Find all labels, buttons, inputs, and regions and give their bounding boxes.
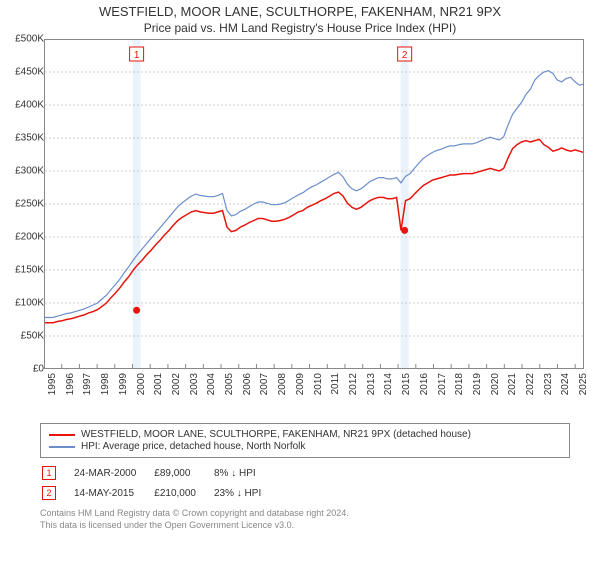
y-tick-label: £100K [4, 298, 44, 309]
y-tick-label: £50K [4, 331, 44, 342]
x-tick-label: 2005 [224, 373, 235, 395]
svg-text:2: 2 [402, 50, 408, 61]
y-tick-label: £0 [4, 364, 44, 375]
x-tick-label: 2016 [419, 373, 430, 395]
x-tick-label: 1998 [100, 373, 111, 395]
x-tick-label: 2002 [171, 373, 182, 395]
marker-table: 1 24-MAR-2000£89,0008% ↓ HPI 2 14-MAY-2015£… [40, 462, 279, 504]
x-tick-label: 2024 [560, 373, 571, 395]
x-tick-label: 2007 [259, 373, 270, 395]
marker-badge: 1 [42, 466, 56, 480]
legend-row: HPI: Average price, detached house, Nort… [49, 441, 561, 452]
x-tick-label: 2021 [507, 373, 518, 395]
x-tick-label: 1996 [65, 373, 76, 395]
footer: Contains HM Land Registry data © Crown c… [40, 508, 570, 531]
x-tick-label: 2025 [578, 373, 589, 395]
marker-row: 1 24-MAR-2000£89,0008% ↓ HPI [42, 464, 277, 482]
price-chart: £0 £50K £100K £150K £200K £250K £300K £350K £400… [0, 39, 600, 417]
y-tick-label: £350K [4, 133, 44, 144]
legend-swatch [49, 446, 75, 448]
y-tick-label: £250K [4, 199, 44, 210]
x-tick-label: 2010 [313, 373, 324, 395]
x-tick-label: 2015 [401, 373, 412, 395]
footer-line: This data is licensed under the Open Gov… [40, 520, 570, 532]
legend: WESTFIELD, MOOR LANE, SCULTHORPE, FAKENH… [40, 423, 570, 458]
x-tick-label: 2009 [295, 373, 306, 395]
legend-label: HPI: Average price, detached house, Nort… [81, 441, 305, 452]
x-tick-label: 2006 [242, 373, 253, 395]
marker-date: 24-MAR-2000 [74, 464, 152, 482]
x-tick-label: 2018 [454, 373, 465, 395]
x-tick-label: 2022 [525, 373, 536, 395]
x-tick-label: 2004 [206, 373, 217, 395]
plot-area: 12 [44, 39, 584, 369]
x-tick-label: 2017 [437, 373, 448, 395]
x-tick-label: 1999 [118, 373, 129, 395]
legend-row: WESTFIELD, MOOR LANE, SCULTHORPE, FAKENH… [49, 429, 561, 440]
x-tick-label: 2008 [277, 373, 288, 395]
marker-price: £210,000 [154, 484, 212, 502]
legend-swatch [49, 434, 75, 436]
x-tick-label: 2012 [348, 373, 359, 395]
x-tick-label: 2020 [490, 373, 501, 395]
y-tick-label: £300K [4, 166, 44, 177]
x-tick-label: 2013 [366, 373, 377, 395]
svg-text:1: 1 [134, 50, 140, 61]
x-tick-label: 1997 [82, 373, 93, 395]
marker-badge: 2 [42, 486, 56, 500]
page-subtitle: Price paid vs. HM Land Registry's House … [0, 21, 600, 35]
footer-line: Contains HM Land Registry data © Crown c… [40, 508, 570, 520]
y-tick-label: £200K [4, 232, 44, 243]
x-axis: 1995 1996 1997 1998 1999 2000 2001 2002 2003 2004… [44, 373, 584, 417]
x-tick-label: 2001 [153, 373, 164, 395]
page-title: WESTFIELD, MOOR LANE, SCULTHORPE, FAKENH… [0, 4, 600, 19]
legend-label: WESTFIELD, MOOR LANE, SCULTHORPE, FAKENH… [81, 429, 471, 440]
marker-date: 14-MAY-2015 [74, 484, 152, 502]
x-tick-label: 2000 [136, 373, 147, 395]
x-tick-label: 2003 [189, 373, 200, 395]
marker-price: £89,000 [154, 464, 212, 482]
x-tick-label: 2014 [383, 373, 394, 395]
y-tick-label: £400K [4, 100, 44, 111]
x-tick-label: 2019 [472, 373, 483, 395]
y-tick-label: £150K [4, 265, 44, 276]
marker-delta: 8% ↓ HPI [214, 464, 277, 482]
y-tick-label: £500K [4, 34, 44, 45]
y-axis: £0£50K£100K£150K£200K£250K£300K£350K£400… [0, 39, 44, 369]
marker-row: 2 14-MAY-2015£210,00023% ↓ HPI [42, 484, 277, 502]
x-tick-label: 2011 [330, 373, 341, 395]
x-tick-label: 2023 [543, 373, 554, 395]
x-tick-label: 1995 [47, 373, 58, 395]
marker-delta: 23% ↓ HPI [214, 484, 277, 502]
y-tick-label: £450K [4, 67, 44, 78]
